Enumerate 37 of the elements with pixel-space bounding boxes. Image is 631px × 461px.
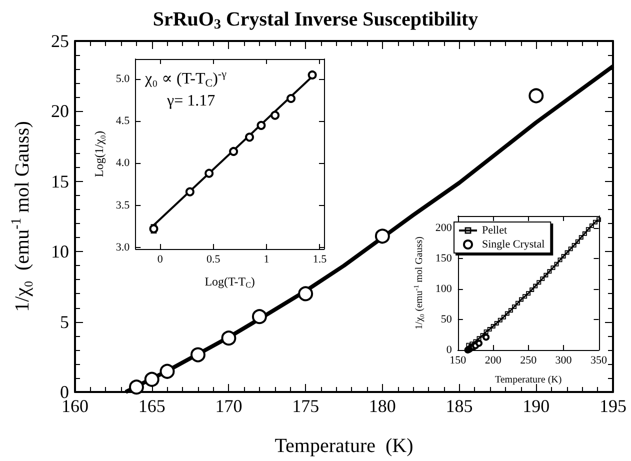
- y-tick-label: 4.5: [116, 115, 130, 128]
- x-tick-label: 185: [446, 396, 473, 416]
- y-tick-label: 4.0: [116, 157, 130, 170]
- x-tick-label: 0.5: [206, 254, 221, 266]
- y-tick-label: 25: [51, 31, 69, 51]
- y-tick-label: 200: [435, 222, 452, 234]
- y-tick-label: 5: [60, 312, 69, 332]
- x-axis-title: Temperature (K): [274, 435, 414, 457]
- x-tick-label: 170: [215, 396, 242, 416]
- x-tick-label: 200: [484, 354, 502, 366]
- y-tick-label: 15: [51, 171, 69, 192]
- x-tick-label: 250: [520, 354, 538, 366]
- legend-label: Single Crystal: [482, 238, 545, 250]
- y-tick-label: 0: [446, 344, 452, 356]
- y-tick-label: 5.0: [116, 73, 130, 86]
- x-tick-label: 175: [292, 396, 320, 416]
- y-axis-title: Log(1/χ₀): [92, 130, 106, 178]
- x-tick-label: 350: [590, 354, 608, 366]
- annotation: γ= 1.17: [166, 92, 216, 110]
- y-tick-label: 10: [51, 242, 69, 262]
- y-tick-label: 100: [435, 283, 452, 296]
- x-tick-label: 1.5: [312, 254, 328, 266]
- y-tick-label: 3.5: [116, 199, 130, 212]
- y-tick-label: 50: [440, 314, 452, 326]
- x-tick-label: 0: [157, 254, 164, 266]
- x-tick-label: 190: [522, 396, 550, 416]
- x-tick-label: 180: [368, 396, 396, 416]
- x-tick-label: 165: [138, 396, 166, 416]
- legend-label: Pellet: [482, 224, 508, 236]
- x-tick-label: 1: [264, 254, 270, 266]
- y-tick-label: 3.0: [116, 241, 130, 254]
- x-tick-label: 300: [555, 354, 572, 366]
- x-tick-label: 150: [450, 354, 467, 366]
- y-axis-title: 1/χ₀ (emu-1 mol Gauss): [10, 121, 34, 312]
- x-axis-title: Temperature (K): [494, 374, 562, 386]
- x-tick-label: 195: [600, 396, 626, 416]
- y-tick-label: 20: [51, 101, 69, 122]
